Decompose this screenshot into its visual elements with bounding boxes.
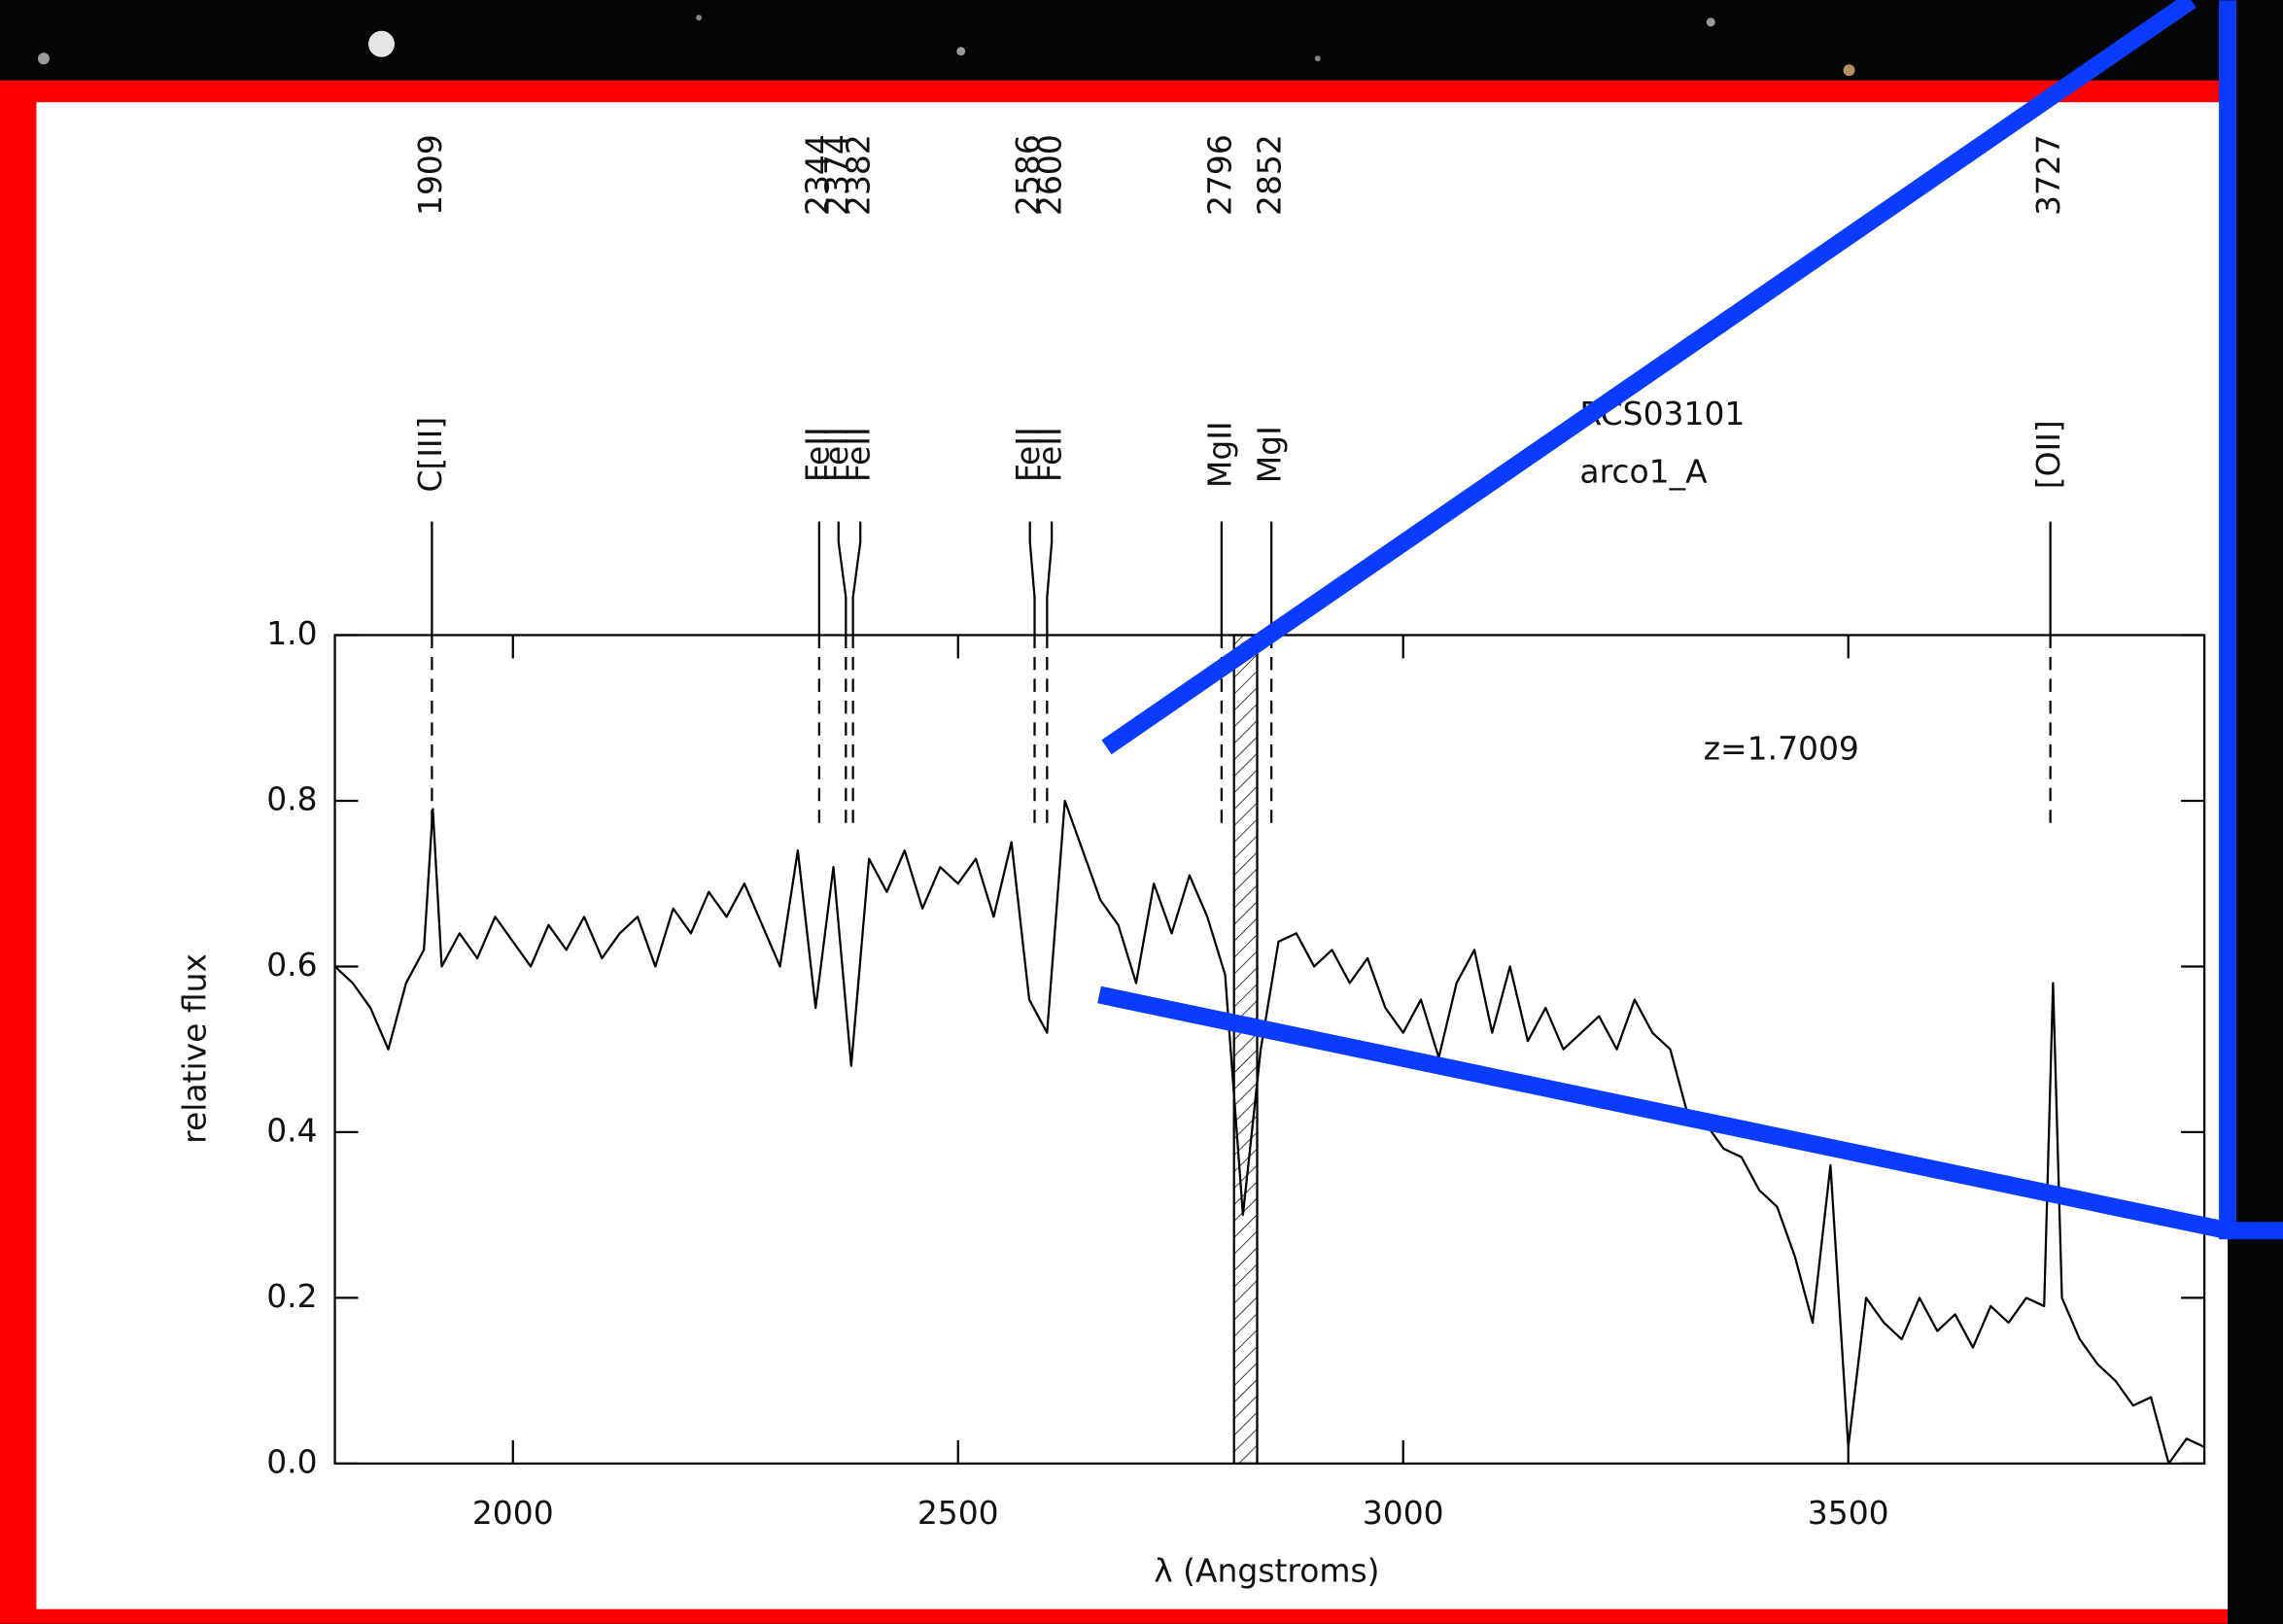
zoom-frame xyxy=(2219,0,2283,1240)
line-species: FeII xyxy=(1009,427,1047,482)
line-wavelength: 2374 xyxy=(817,134,855,216)
stars xyxy=(37,15,2130,77)
plot: 2000 2500 3000 3500 0.0 0.2 0.4 0.6 0.8 1.0 1909 C[… xyxy=(266,134,2206,1532)
x-tick-label: 2500 xyxy=(917,1494,999,1532)
line-species: FeII xyxy=(817,427,855,482)
y-axis-label: relative flux xyxy=(176,953,214,1144)
overlay xyxy=(1097,0,2283,1240)
x-tick-label: 2000 xyxy=(472,1494,554,1532)
line-wavelength: 2382 xyxy=(840,134,878,216)
line-wavelength: 2344 xyxy=(798,134,836,216)
redshift: z=1.7009 xyxy=(1704,729,1859,767)
y-tick-label: 1.0 xyxy=(266,614,317,652)
line-wavelength: 2586 xyxy=(1009,134,1047,216)
y-tick-label: 0.0 xyxy=(266,1442,317,1480)
x-tick-label: 3000 xyxy=(1363,1494,1444,1532)
line-wavelength: 2796 xyxy=(1200,134,1238,216)
line-wavelength: 1909 xyxy=(411,134,449,216)
line-connector xyxy=(851,521,862,636)
line-species: MgI xyxy=(1251,426,1289,483)
spectrum xyxy=(333,799,2205,1466)
line-connector xyxy=(1046,521,1054,636)
masked-region xyxy=(1232,634,1259,1466)
line-species: MgII xyxy=(1200,421,1238,488)
line-wavelength: 3727 xyxy=(2029,134,2067,216)
y-tick-label: 0.2 xyxy=(266,1277,317,1315)
x-tick-label: 3500 xyxy=(1808,1494,1889,1532)
line-wavelength: 2600 xyxy=(1031,134,1069,216)
y-tick-label: 0.6 xyxy=(266,946,317,984)
y-tick-label: 0.4 xyxy=(266,1111,317,1149)
line-species: C[III] xyxy=(411,417,449,493)
line-connector xyxy=(837,521,847,636)
y-tick-label: 0.8 xyxy=(266,779,317,817)
zoom-line xyxy=(1097,985,2230,1239)
line-species: [OII] xyxy=(2029,420,2067,489)
line-wavelength: 2852 xyxy=(1251,134,1289,216)
line-species: FeII xyxy=(1031,427,1069,482)
zoom-line xyxy=(1101,0,2197,755)
image-name: arco1_A xyxy=(1579,453,1708,491)
line-connector xyxy=(1028,521,1036,636)
plot-panel xyxy=(36,102,2229,1609)
line-species: FeII xyxy=(840,427,878,482)
x-axis-label: λ (Angstroms) xyxy=(1154,1552,1379,1590)
line-species: FeII xyxy=(798,427,836,482)
